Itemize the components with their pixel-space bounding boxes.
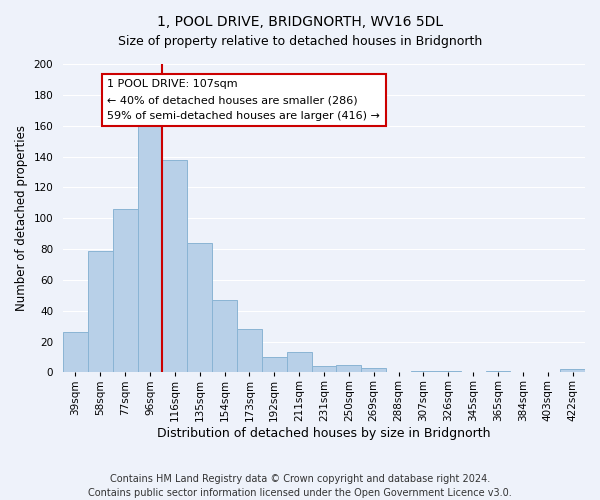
Bar bbox=[88, 250, 113, 372]
Bar bbox=[137, 115, 163, 372]
Bar bbox=[337, 364, 361, 372]
Text: 1, POOL DRIVE, BRIDGNORTH, WV16 5DL: 1, POOL DRIVE, BRIDGNORTH, WV16 5DL bbox=[157, 15, 443, 29]
Bar bbox=[163, 160, 187, 372]
Bar bbox=[485, 371, 511, 372]
Bar bbox=[361, 368, 386, 372]
Bar bbox=[187, 243, 212, 372]
Bar bbox=[113, 209, 137, 372]
X-axis label: Distribution of detached houses by size in Bridgnorth: Distribution of detached houses by size … bbox=[157, 427, 491, 440]
Bar bbox=[411, 371, 436, 372]
Bar bbox=[560, 370, 585, 372]
Bar bbox=[436, 371, 461, 372]
Bar bbox=[262, 357, 287, 372]
Y-axis label: Number of detached properties: Number of detached properties bbox=[15, 125, 28, 311]
Text: 1 POOL DRIVE: 107sqm
← 40% of detached houses are smaller (286)
59% of semi-deta: 1 POOL DRIVE: 107sqm ← 40% of detached h… bbox=[107, 80, 380, 120]
Bar bbox=[212, 300, 237, 372]
Text: Size of property relative to detached houses in Bridgnorth: Size of property relative to detached ho… bbox=[118, 35, 482, 48]
Bar bbox=[237, 329, 262, 372]
Bar bbox=[287, 352, 311, 372]
Bar bbox=[311, 366, 337, 372]
Bar bbox=[63, 332, 88, 372]
Text: Contains HM Land Registry data © Crown copyright and database right 2024.
Contai: Contains HM Land Registry data © Crown c… bbox=[88, 474, 512, 498]
